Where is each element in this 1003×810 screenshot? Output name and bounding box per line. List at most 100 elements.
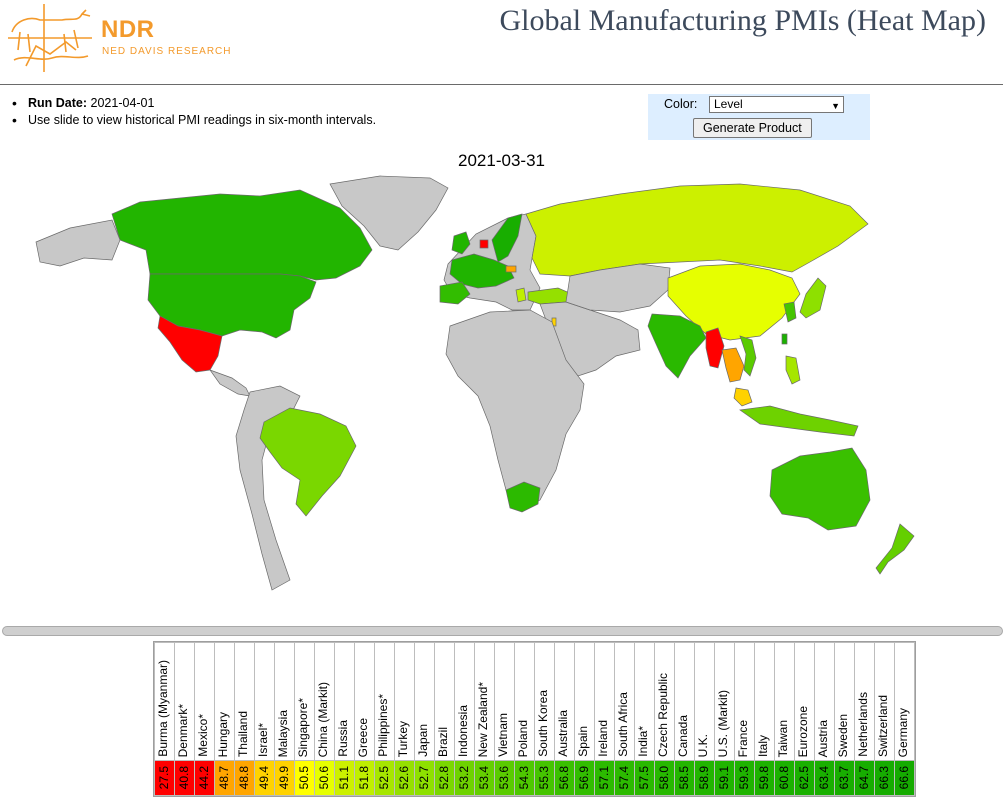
legend-country-name: India* — [636, 726, 650, 757]
legend-country-name: U.K. — [696, 733, 710, 757]
legend-country-name: Australia — [556, 710, 570, 757]
legend-name-cell: Indonesia — [454, 642, 475, 761]
map-canada[interactable] — [111, 189, 373, 281]
legend-pmi-value: 52.6 — [397, 766, 411, 790]
legend-value-cell: 57.5 — [634, 760, 655, 796]
legend-value-cell: 27.5 — [154, 760, 175, 796]
legend-country-name: Switzerland — [876, 694, 890, 757]
legend-name-cell: Thailand — [234, 642, 255, 761]
legend-value-cell: 44.2 — [194, 760, 215, 796]
map-western-europe[interactable] — [449, 253, 515, 289]
map-africa[interactable] — [445, 309, 585, 511]
legend-value-cell: 58.0 — [654, 760, 675, 796]
legend-name-cell: Taiwan — [774, 642, 795, 761]
legend-pmi-value: 52.8 — [437, 766, 451, 790]
map-japan[interactable] — [799, 277, 827, 319]
legend-value-cell: 40.8 — [174, 760, 195, 796]
legend-country-name: Hungary — [216, 711, 230, 757]
legend-country-name: Greece — [356, 717, 370, 757]
legend-value-cell: 57.4 — [614, 760, 635, 796]
map-brazil[interactable] — [259, 407, 357, 517]
legend-country-name: Ireland — [596, 720, 610, 757]
map-central-asia[interactable] — [565, 263, 671, 313]
legend-value-cell: 57.1 — [594, 760, 615, 796]
legend-country-name: Burma (Myanmar) — [156, 660, 170, 757]
run-date-value: 2021-04-01 — [90, 96, 155, 110]
legend-name-cell: Italy — [754, 642, 775, 761]
legend-country-name: Austria — [816, 719, 830, 757]
logo-name: NDR — [101, 16, 155, 43]
map-central-america[interactable] — [209, 369, 251, 397]
legend-name-cell: China (Markit) — [314, 642, 335, 761]
map-denmark[interactable] — [479, 239, 489, 249]
map-hungary[interactable] — [505, 265, 517, 273]
legend-name-cell: Australia — [554, 642, 575, 761]
map-korea[interactable] — [783, 301, 797, 323]
legend-country-name: France — [736, 719, 750, 757]
legend-pmi-value: 48.8 — [237, 766, 251, 790]
legend-name-cell: Vietnam — [494, 642, 515, 761]
map-vietnam[interactable] — [739, 335, 757, 377]
legend-country-name: Taiwan — [776, 719, 790, 757]
legend-pmi-value: 63.4 — [817, 766, 831, 790]
map-philippines[interactable] — [785, 355, 801, 385]
color-label: Color: — [664, 97, 698, 111]
legend-pmi-value: 44.2 — [197, 766, 211, 790]
map-malaysia[interactable] — [733, 387, 753, 407]
legend-name-cell: Canada — [674, 642, 695, 761]
map-thailand[interactable] — [721, 347, 745, 383]
legend-pmi-value: 63.7 — [837, 766, 851, 790]
map-indonesia[interactable] — [739, 405, 859, 437]
map-new-zealand[interactable] — [875, 523, 915, 575]
legend-name-cell: Russia — [334, 642, 355, 761]
legend-name-cell: Burma (Myanmar) — [154, 642, 175, 761]
map-greenland[interactable] — [329, 175, 449, 251]
map-uk[interactable] — [451, 231, 471, 255]
map-taiwan[interactable] — [781, 333, 788, 345]
world-map — [35, 175, 915, 591]
legend-pmi-value: 57.4 — [617, 766, 631, 790]
ndr-logo: NDR NED DAVIS RESEARCH — [6, 2, 236, 74]
history-slider[interactable] — [2, 626, 1003, 636]
legend-name-cell: Hungary — [214, 642, 235, 761]
info-list: Run Date: 2021-04-01 Use slide to view h… — [10, 95, 376, 129]
legend-country-name: Thailand — [236, 710, 250, 757]
legend-country-name: Malaysia — [276, 709, 290, 757]
legend-name-cell: Brazil — [434, 642, 455, 761]
legend-pmi-value: 50.6 — [317, 766, 331, 790]
map-china[interactable] — [667, 263, 801, 341]
legend-name-cell: Switzerland — [874, 642, 895, 761]
legend-name-cell: Czech Republic — [654, 642, 675, 761]
legend-name-cell: Eurozone — [794, 642, 815, 761]
legend-pmi-value: 53.2 — [457, 766, 471, 790]
legend-country-name: Sweden — [836, 713, 850, 757]
bull-logo-icon — [8, 4, 92, 72]
generate-product-button[interactable]: Generate Product — [693, 118, 812, 138]
legend-pmi-value: 57.5 — [637, 766, 651, 790]
color-select[interactable]: Level ▼ — [709, 96, 844, 113]
map-spain[interactable] — [439, 281, 471, 305]
legend-value-cell: 49.4 — [254, 760, 275, 796]
legend-value-cell: 52.7 — [414, 760, 435, 796]
legend-country-name: Israel* — [256, 722, 270, 757]
page-title: Global Manufacturing PMIs (Heat Map) — [499, 4, 986, 37]
legend-country-name: Spain — [576, 726, 590, 757]
legend-name-cell: Ireland — [594, 642, 615, 761]
map-south-america[interactable] — [235, 385, 301, 591]
legend-name-cell: Denmark* — [174, 642, 195, 761]
map-australia[interactable] — [769, 447, 871, 531]
map-south-africa[interactable] — [505, 481, 541, 513]
legend-pmi-value: 51.8 — [357, 766, 371, 790]
legend-country-name: Japan — [416, 724, 430, 757]
map-russia[interactable] — [525, 183, 869, 277]
map-alaska[interactable] — [35, 219, 121, 267]
legend-pmi-value: 58.0 — [657, 766, 671, 790]
legend-name-cell: Netherlands — [854, 642, 875, 761]
legend-value-cell: 56.9 — [574, 760, 595, 796]
header: NDR NED DAVIS RESEARCH Global Manufactur… — [0, 0, 1003, 85]
map-myanmar[interactable] — [705, 327, 725, 369]
legend-value-cell: 63.4 — [814, 760, 835, 796]
legend-country-name: Singapore* — [296, 697, 310, 757]
map-greece[interactable] — [515, 287, 527, 303]
map-india[interactable] — [647, 313, 707, 379]
